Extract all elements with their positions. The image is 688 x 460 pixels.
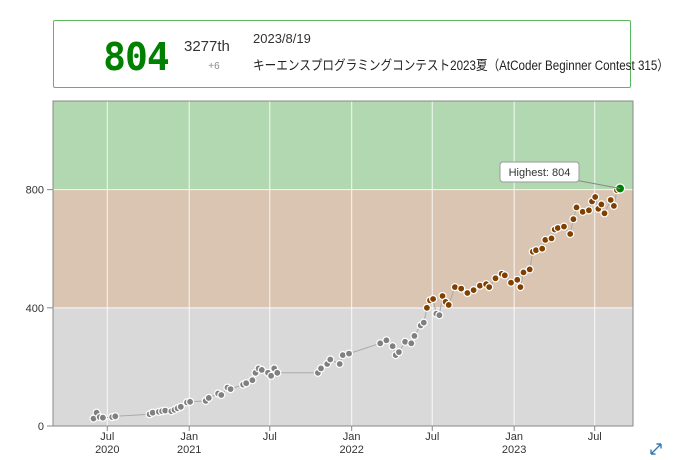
x-tick-label: Jan <box>343 431 361 443</box>
rating-point <box>335 359 344 369</box>
rating-point <box>614 183 626 194</box>
rating-point <box>584 206 594 215</box>
rating-value: 804 <box>103 35 170 79</box>
x-tick-label: Jul <box>263 431 277 443</box>
highest-pointer <box>574 179 621 189</box>
rating-point <box>326 355 335 364</box>
rating-point <box>111 412 120 421</box>
rating-point <box>388 342 397 351</box>
rating-point <box>344 349 354 358</box>
y-tick-label: 0 <box>38 421 44 433</box>
rating-point <box>217 390 226 400</box>
rating-point <box>457 284 466 293</box>
x-tick-label: Jul <box>425 431 439 443</box>
x-tick-label: Jan <box>505 431 523 443</box>
rating-point <box>98 413 108 422</box>
x-tick-year: 2020 <box>95 444 119 456</box>
rating-point <box>273 368 282 377</box>
rating-point <box>407 339 416 348</box>
rating-point <box>516 283 525 292</box>
rating-point <box>569 215 578 224</box>
rating-points <box>89 183 626 423</box>
rating-point <box>394 348 403 357</box>
rating-point <box>513 275 522 284</box>
rating-point <box>559 222 569 231</box>
y-tick-label: 400 <box>26 303 44 315</box>
band-0 <box>53 307 633 426</box>
rating-point <box>444 300 453 309</box>
rating-point <box>248 376 257 385</box>
x-tick-label: Jul <box>588 431 602 443</box>
status-box: 804 3277th +6 2023/8/19 キーエンスプログラミングコンテス… <box>53 20 669 88</box>
highest-label-box <box>499 161 580 183</box>
rating-bands <box>53 101 633 426</box>
rating-point <box>382 336 391 345</box>
x-tick-year: 2021 <box>177 444 201 456</box>
rating-point <box>600 209 609 218</box>
rating-point <box>186 397 195 406</box>
highest-label: Highest: 804 <box>509 167 571 179</box>
rating-point <box>597 200 606 209</box>
rating-point <box>176 402 185 411</box>
y-axis: 0 400 800 <box>26 185 53 433</box>
expand-arrows-icon[interactable] <box>649 442 663 456</box>
rating-point <box>525 265 534 274</box>
rating-point <box>204 393 213 402</box>
rating-point <box>547 234 556 243</box>
rating-point <box>491 274 500 283</box>
contest-date: 2023/8/19 <box>253 31 311 46</box>
rating-point <box>419 318 428 327</box>
rating-point <box>485 283 494 292</box>
rating-point <box>469 286 478 295</box>
rating-diff: +6 <box>208 61 220 72</box>
rating-point <box>538 244 547 253</box>
rating-point <box>226 385 235 394</box>
rating-point <box>572 203 581 212</box>
x-tick-label: Jul <box>100 431 114 443</box>
rating-point <box>591 192 600 202</box>
x-tick-year: 2022 <box>339 444 363 456</box>
x-tick-year: 2023 <box>502 444 526 456</box>
rating-point <box>566 229 575 239</box>
highest-marker: Highest: 804 <box>499 161 621 189</box>
rank-text: 3277th <box>184 38 230 55</box>
rating-point <box>500 271 509 280</box>
rating-point <box>316 364 326 373</box>
rating-point <box>435 311 444 320</box>
rating-point <box>429 294 438 304</box>
rating-point <box>410 331 419 340</box>
plot-border <box>52 100 634 427</box>
x-tick-label: Jan <box>180 431 198 443</box>
y-tick-label: 800 <box>26 185 44 197</box>
rating-point <box>422 303 431 312</box>
rating-point <box>609 201 619 210</box>
contest-name[interactable]: キーエンスプログラミングコンテスト2023夏（AtCoder Beginner … <box>253 58 669 73</box>
